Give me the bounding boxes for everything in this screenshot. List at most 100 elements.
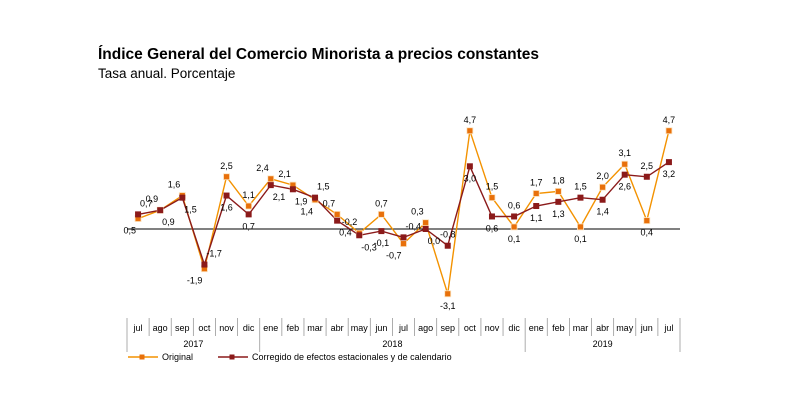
data-label-corregido: -0,8: [440, 230, 456, 240]
x-tick-label: feb: [552, 323, 565, 333]
x-tick-label: jul: [133, 323, 143, 333]
data-point-corregido: [422, 226, 429, 232]
data-label-corregido: 1,9: [295, 196, 308, 206]
chart-title: Índice General del Comercio Minorista a …: [98, 46, 540, 63]
data-point-corregido: [555, 198, 562, 205]
data-label-original: -1,9: [187, 276, 203, 286]
x-tick-label: feb: [287, 323, 300, 333]
x-tick-label: sep: [175, 323, 190, 333]
data-label-corregido: 0,9: [162, 217, 175, 227]
data-point-original: [643, 217, 651, 225]
x-tick-label: dic: [508, 323, 520, 333]
data-point-corregido: [289, 186, 296, 193]
data-point-original: [400, 240, 407, 248]
data-point-corregido: [488, 213, 495, 220]
data-point-corregido: [312, 194, 319, 201]
data-label-corregido: 1,5: [317, 182, 330, 192]
legend-swatch-original: [128, 354, 158, 360]
data-point-corregido: [157, 207, 164, 214]
legend-item-corregido: Corregido de efectos estacionales y de c…: [218, 352, 452, 362]
data-point-original: [223, 173, 230, 181]
data-point-corregido: [466, 163, 473, 170]
x-tick-label: abr: [331, 323, 344, 333]
data-point-corregido: [223, 192, 230, 199]
data-label-corregido: -0,4: [406, 221, 422, 231]
data-label-original: 4,7: [663, 115, 676, 125]
year-label: 2019: [593, 339, 613, 349]
x-tick-label: nov: [485, 323, 500, 333]
data-label-original: 1,1: [242, 190, 255, 200]
data-point-original: [532, 190, 540, 197]
legend-label-corregido: Corregido de efectos estacionales y de c…: [252, 352, 452, 362]
data-point-original: [488, 194, 496, 202]
data-label-original: 2,1: [278, 169, 291, 179]
data-label-corregido: 2,1: [273, 192, 286, 202]
x-tick-label: nov: [219, 323, 234, 333]
data-point-corregido: [621, 171, 628, 178]
data-point-original: [665, 127, 673, 135]
data-point-original: [377, 210, 385, 218]
data-label-corregido: 2,6: [618, 182, 631, 192]
data-label-original: 0,7: [375, 198, 388, 208]
data-point-original: [267, 175, 275, 183]
data-label-original: 2,5: [220, 161, 233, 171]
data-point-original: [422, 219, 430, 227]
data-label-corregido: 1,5: [574, 182, 587, 192]
data-label-corregido: 2,5: [641, 161, 654, 171]
data-point-original: [333, 210, 341, 218]
data-label-corregido: 0,7: [140, 198, 153, 208]
data-label-original: 0,7: [323, 198, 336, 208]
data-label-original: 0,3: [411, 207, 424, 217]
data-point-corregido: [577, 194, 584, 201]
data-label-original: 1,7: [530, 177, 543, 187]
data-point-corregido: [511, 213, 518, 220]
data-label-corregido: 0,6: [508, 200, 521, 210]
data-label-corregido: 1,3: [552, 209, 565, 219]
data-label-original: 1,6: [168, 180, 181, 190]
data-label-original: 0,5: [124, 226, 137, 236]
data-label-original: 1,4: [301, 207, 314, 217]
data-label-original: -3,1: [440, 301, 456, 311]
data-label-original: 2,4: [256, 163, 269, 173]
data-label-corregido: -0,1: [374, 238, 390, 248]
series-line-original: [137, 130, 670, 295]
data-label-original: 0,1: [508, 234, 521, 244]
x-tick-label: may: [351, 323, 369, 333]
data-point-original: [621, 160, 629, 168]
data-label-corregido: 0,6: [486, 223, 499, 233]
data-label-original: -0,2: [342, 217, 358, 227]
x-tick-label: mar: [573, 323, 589, 333]
data-label-corregido: 1,4: [596, 207, 609, 217]
data-point-corregido: [665, 159, 672, 166]
data-point-corregido: [245, 211, 252, 218]
data-point-original: [466, 127, 474, 135]
data-point-corregido: [400, 234, 407, 241]
x-tick-label: oct: [464, 323, 477, 333]
data-label-corregido: 3,2: [663, 169, 676, 179]
x-tick-label: jul: [663, 323, 673, 333]
data-label-original: 0,4: [641, 228, 654, 238]
data-point-original: [554, 187, 562, 195]
data-label-original: 4,7: [464, 115, 477, 125]
data-point-original: [510, 223, 518, 231]
data-point-original: [444, 290, 452, 298]
data-point-corregido: [599, 196, 606, 203]
x-tick-label: sep: [440, 323, 455, 333]
x-tick-label: jun: [374, 323, 387, 333]
data-label-corregido: -1,7: [206, 249, 222, 259]
legend-item-original: Original: [128, 352, 193, 362]
data-label-corregido: 0,0: [428, 236, 441, 246]
data-point-original: [599, 183, 606, 191]
data-label-original: -0,7: [386, 251, 402, 261]
data-point-corregido: [378, 228, 385, 235]
x-tick-label: ene: [263, 323, 278, 333]
data-point-corregido: [201, 261, 208, 268]
x-tick-label: ene: [529, 323, 544, 333]
data-point-corregido: [356, 232, 363, 239]
x-tick-label: ago: [153, 323, 168, 333]
data-label-corregido: 1,6: [220, 203, 233, 213]
data-point-corregido: [267, 182, 274, 189]
data-point-corregido: [643, 173, 650, 180]
data-label-corregido: 3,0: [464, 173, 477, 183]
